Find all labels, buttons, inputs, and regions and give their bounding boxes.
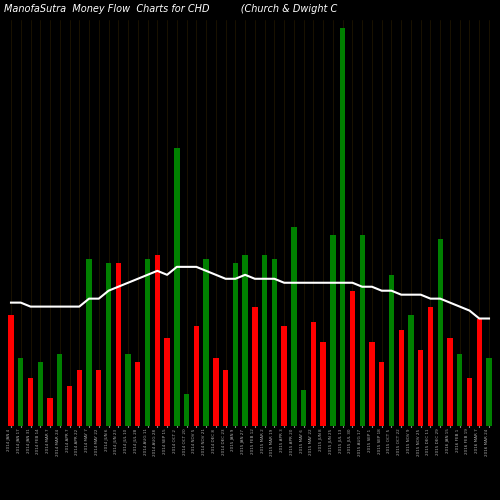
Bar [57,354,62,426]
Bar [398,330,404,426]
Bar [8,314,14,426]
Bar [486,358,492,426]
Bar [428,306,433,426]
Bar [370,342,374,426]
Bar [301,390,306,426]
Bar [232,263,238,426]
Bar [320,342,326,426]
Text: ManofaSutra  Money Flow  Charts for CHD          (Church & Dwight C: ManofaSutra Money Flow Charts for CHD (C… [4,4,338,14]
Bar [86,259,92,426]
Bar [282,326,287,426]
Bar [310,322,316,426]
Bar [379,362,384,426]
Bar [184,394,190,426]
Bar [330,235,336,426]
Bar [67,386,72,426]
Bar [28,378,33,426]
Bar [18,358,24,426]
Bar [408,314,414,426]
Bar [174,148,180,426]
Bar [350,290,355,426]
Bar [164,338,170,426]
Bar [457,354,462,426]
Bar [360,235,365,426]
Bar [467,378,472,426]
Bar [48,398,52,426]
Bar [145,259,150,426]
Bar [96,370,102,426]
Bar [291,227,296,426]
Bar [438,239,443,426]
Bar [340,28,345,426]
Bar [38,362,43,426]
Bar [389,275,394,426]
Bar [76,370,82,426]
Bar [418,350,424,426]
Bar [213,358,218,426]
Bar [116,263,121,426]
Bar [476,318,482,426]
Bar [272,259,277,426]
Bar [135,362,140,426]
Bar [252,306,258,426]
Bar [204,259,209,426]
Bar [106,263,111,426]
Bar [448,338,452,426]
Bar [194,326,199,426]
Bar [126,354,130,426]
Bar [262,255,268,426]
Bar [223,370,228,426]
Bar [242,255,248,426]
Bar [154,255,160,426]
